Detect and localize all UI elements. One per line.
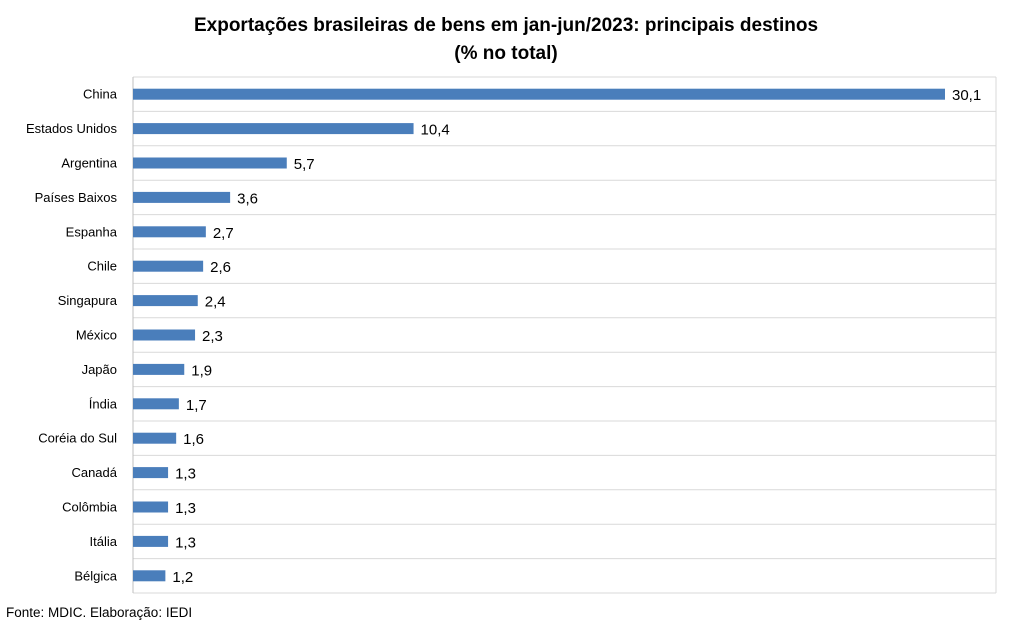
bar bbox=[133, 329, 196, 341]
category-label: Chile bbox=[87, 259, 117, 274]
category-label: México bbox=[76, 328, 117, 343]
category-label: Japão bbox=[82, 362, 117, 377]
data-label: 2,4 bbox=[205, 294, 226, 311]
data-label: 2,3 bbox=[202, 328, 223, 345]
category-label: Espanha bbox=[66, 224, 118, 239]
category-label: Canadá bbox=[71, 465, 117, 480]
category-label: Coréia do Sul bbox=[38, 431, 117, 446]
bar bbox=[133, 191, 231, 203]
category-label: Argentina bbox=[61, 156, 117, 171]
bar bbox=[133, 157, 287, 169]
data-label: 30,1 bbox=[952, 87, 981, 104]
data-label: 5,7 bbox=[294, 156, 315, 173]
data-label: 3,6 bbox=[237, 190, 258, 207]
data-label: 2,7 bbox=[213, 225, 234, 242]
bar bbox=[133, 398, 179, 410]
chart-title-line-1: Exportações brasileiras de bens em jan-j… bbox=[193, 15, 819, 36]
data-label: 1,7 bbox=[186, 397, 207, 414]
data-label: 1,6 bbox=[183, 431, 204, 448]
data-label: 1,9 bbox=[191, 362, 212, 379]
bar bbox=[133, 501, 169, 513]
category-label: Bélgica bbox=[74, 568, 117, 583]
chart-title-line-2: (% no total) bbox=[454, 43, 558, 64]
category-label: Itália bbox=[90, 534, 118, 549]
data-label: 2,6 bbox=[210, 259, 231, 276]
bar bbox=[133, 570, 166, 582]
category-label: Índia bbox=[89, 396, 118, 411]
data-label: 1,3 bbox=[175, 500, 196, 517]
category-label: Singapura bbox=[58, 293, 118, 308]
bar bbox=[133, 432, 177, 444]
data-label: 1,2 bbox=[172, 569, 193, 586]
bar bbox=[133, 226, 206, 238]
bar bbox=[133, 88, 945, 100]
bar bbox=[133, 467, 169, 479]
bar bbox=[133, 535, 169, 547]
data-label: 1,3 bbox=[175, 466, 196, 483]
category-label: Países Baixos bbox=[35, 190, 118, 205]
source-note: Fonte: MDIC. Elaboração: IEDI bbox=[6, 605, 193, 620]
bar bbox=[133, 123, 414, 135]
bar bbox=[133, 363, 185, 375]
category-label: Colômbia bbox=[62, 500, 118, 515]
data-label: 10,4 bbox=[421, 122, 450, 139]
category-label: China bbox=[83, 87, 118, 102]
chart-title: Exportações brasileiras de bens em jan-j… bbox=[0, 12, 1012, 68]
category-label: Estados Unidos bbox=[26, 121, 118, 136]
data-label: 1,3 bbox=[175, 534, 196, 551]
bar bbox=[133, 260, 204, 272]
bar bbox=[133, 295, 198, 307]
